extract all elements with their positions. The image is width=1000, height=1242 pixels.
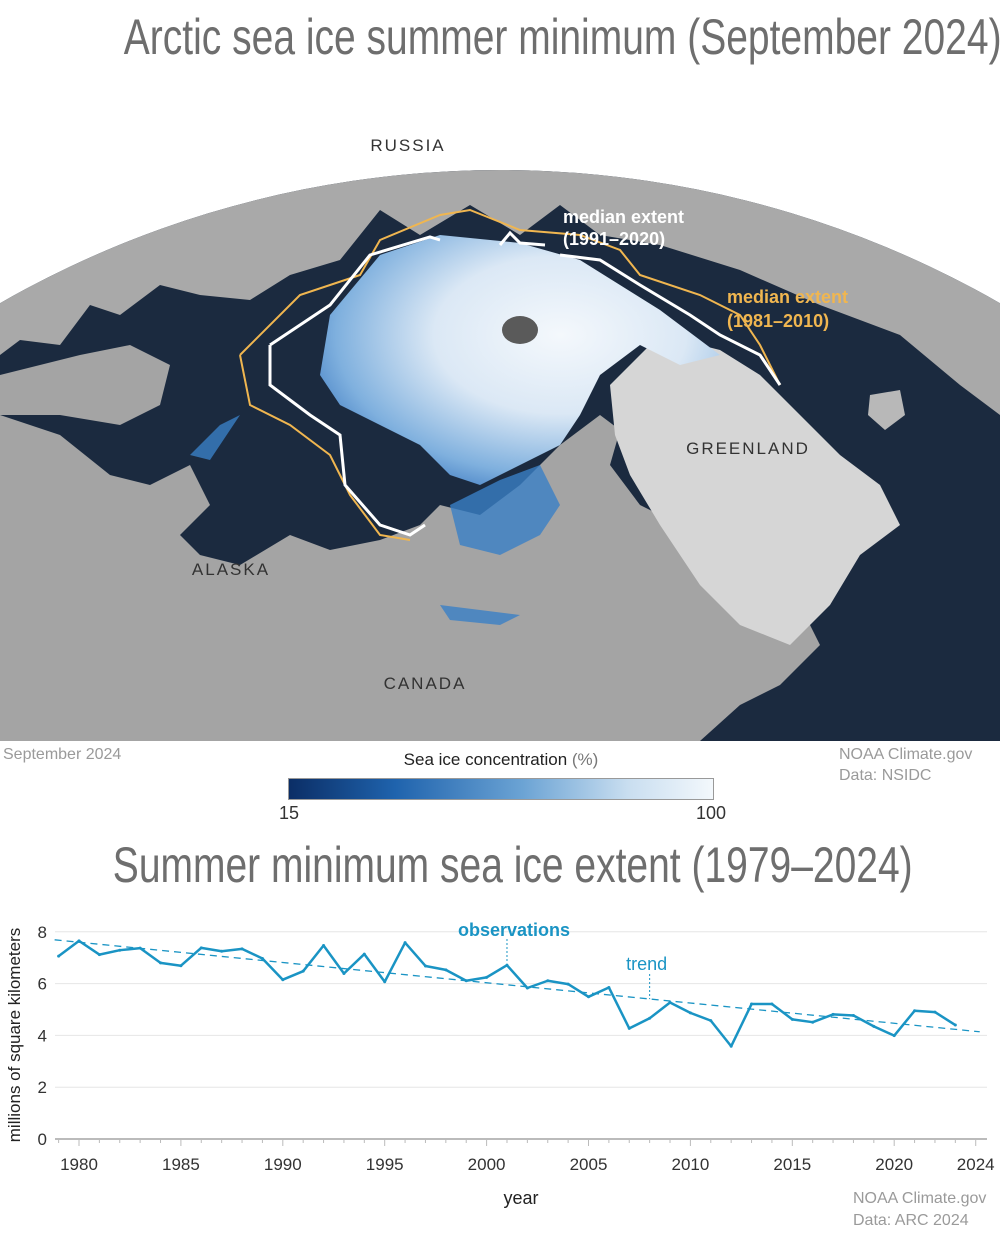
data-point <box>485 975 489 979</box>
legend-max: 100 <box>696 803 727 823</box>
observations-annotation: observations <box>458 920 570 940</box>
data-point <box>668 1001 672 1005</box>
data-point <box>423 964 427 968</box>
legend-title: Sea ice concentration (%) <box>288 750 714 770</box>
legend-title-text: Sea ice concentration <box>403 750 568 769</box>
data-point <box>688 1011 692 1015</box>
data-point <box>953 1023 957 1027</box>
chart-title-text: Summer minimum sea ice extent (1979–2024… <box>112 837 913 893</box>
data-point <box>546 979 550 983</box>
map-credit: NOAA Climate.gov Data: NSIDC <box>839 744 997 786</box>
data-point <box>403 941 407 945</box>
map-title: Arctic sea ice summer minimum (September… <box>0 8 1000 66</box>
x-tick-label: 1980 <box>60 1155 98 1174</box>
x-tick-label: 2020 <box>875 1155 913 1174</box>
data-point <box>627 1026 631 1030</box>
data-point <box>362 952 366 956</box>
land-north-america <box>0 415 820 741</box>
data-point <box>57 954 61 958</box>
median-extent-1991-2020-outline <box>268 230 782 537</box>
concentration-colorbar <box>288 778 714 800</box>
data-point <box>505 963 509 967</box>
chart-credit-line1: NOAA Climate.gov <box>853 1190 986 1207</box>
pole-hole <box>502 316 538 344</box>
x-tick-label: 1990 <box>264 1155 302 1174</box>
map-date-label: September 2024 <box>3 746 122 763</box>
data-point <box>179 964 183 968</box>
data-point <box>790 1017 794 1021</box>
data-point <box>831 1012 835 1016</box>
data-point <box>851 1013 855 1017</box>
y-axis-label: millions of square kilometers <box>5 928 24 1142</box>
data-point <box>199 946 203 950</box>
x-tick-label: 2000 <box>468 1155 506 1174</box>
x-tick-label: 2015 <box>773 1155 811 1174</box>
y-tick-label: 2 <box>38 1078 47 1097</box>
data-point <box>118 948 122 952</box>
land-svalbard <box>868 390 905 430</box>
data-point <box>729 1044 733 1048</box>
data-point <box>913 1009 917 1013</box>
x-tick-label: 2005 <box>570 1155 608 1174</box>
x-tick-label: 1985 <box>162 1155 200 1174</box>
data-point <box>77 939 81 943</box>
median-extent-1981-2010-outline <box>239 208 781 541</box>
map-credit-line1: NOAA Climate.gov <box>839 746 973 763</box>
data-point <box>892 1034 896 1038</box>
legend-min: 15 <box>279 803 300 823</box>
data-point <box>607 985 611 989</box>
data-point <box>750 1002 754 1006</box>
chart-credit-line2: Data: ARC 2024 <box>853 1212 969 1229</box>
sea-ice-extent <box>320 235 720 485</box>
extent-line-chart: 1980 1985 1990 1995 2000 2005 2010 2015 2020 2024… <box>5 920 995 1229</box>
data-point <box>525 986 529 990</box>
x-tick-label: 1995 <box>366 1155 404 1174</box>
arctic-sea-ice-map: RUSSIA GREENLAND ALASKA CANADA median ex… <box>0 136 1000 741</box>
label-median-1981-line1: median extent <box>727 287 848 307</box>
data-point <box>342 971 346 975</box>
y-tick-label: 8 <box>38 923 47 942</box>
data-point <box>566 982 570 986</box>
data-point <box>97 953 101 957</box>
data-point <box>933 1010 937 1014</box>
data-point <box>240 947 244 951</box>
x-tick-label: 2024 <box>957 1155 995 1174</box>
x-tick-label: 2010 <box>671 1155 709 1174</box>
label-greenland: GREENLAND <box>686 439 810 458</box>
data-point <box>587 995 590 999</box>
x-axis-label: year <box>503 1188 538 1208</box>
label-median-1991-line2: (1991–2020) <box>563 229 665 249</box>
data-point <box>383 980 387 984</box>
data-point <box>464 979 468 983</box>
trend-annotation: trend <box>626 954 667 974</box>
land-greenland <box>610 335 900 645</box>
data-point <box>281 978 285 982</box>
map-credit-line2: Data: NSIDC <box>839 767 932 784</box>
label-median-1981-line2: (1981–2010) <box>727 311 829 331</box>
label-russia: RUSSIA <box>370 136 445 155</box>
data-point <box>648 1016 652 1020</box>
data-point <box>709 1019 713 1023</box>
chart-title: Summer minimum sea ice extent (1979–2024… <box>0 836 1000 894</box>
y-tick-label: 0 <box>38 1130 47 1149</box>
data-point <box>220 949 224 953</box>
data-point <box>138 946 142 950</box>
label-canada: CANADA <box>384 674 467 693</box>
data-point <box>811 1020 815 1024</box>
data-point <box>322 944 326 948</box>
data-point <box>770 1002 774 1006</box>
data-point <box>872 1024 876 1028</box>
sea-ice-archipelago <box>190 415 560 625</box>
data-point <box>444 968 448 972</box>
data-point <box>159 961 163 965</box>
label-median-1991-line1: median extent <box>563 207 684 227</box>
y-tick-label: 4 <box>38 1026 47 1045</box>
y-tick-label: 6 <box>38 975 47 994</box>
legend-unit: (%) <box>571 750 599 769</box>
label-alaska: ALASKA <box>192 560 270 579</box>
map-title-text: Arctic sea ice summer minimum (September… <box>123 9 1000 65</box>
data-point <box>260 956 264 960</box>
land-chukotka <box>0 345 170 425</box>
data-point <box>301 969 305 973</box>
